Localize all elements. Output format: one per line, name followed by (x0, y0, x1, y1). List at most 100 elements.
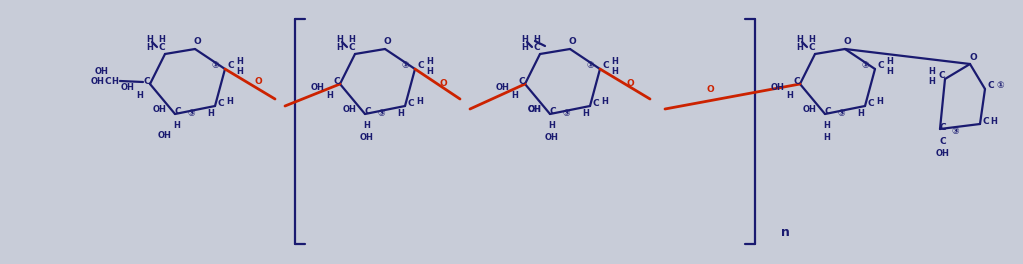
Text: C: C (825, 107, 832, 116)
Text: H: H (416, 97, 424, 106)
Text: C: C (983, 117, 989, 126)
Text: H: H (236, 56, 243, 65)
Text: O: O (384, 37, 391, 46)
Text: H: H (929, 78, 935, 87)
Text: C: C (408, 100, 414, 109)
Text: C: C (175, 107, 181, 116)
Text: C: C (794, 78, 800, 87)
Text: H: H (887, 68, 893, 77)
Text: H: H (236, 68, 243, 77)
Text: C: C (987, 82, 994, 91)
Text: ③: ③ (837, 109, 845, 117)
Text: OH: OH (771, 82, 785, 92)
Text: OH: OH (91, 78, 105, 87)
Text: ①: ① (861, 60, 869, 69)
Text: C: C (159, 43, 166, 51)
Text: OH: OH (159, 131, 172, 140)
Text: H: H (548, 121, 555, 130)
Text: H: H (226, 97, 233, 106)
Text: OH: OH (803, 105, 817, 114)
Text: C: C (940, 136, 946, 145)
Text: H: H (612, 56, 619, 65)
Text: C: C (364, 107, 371, 116)
Text: H: H (857, 110, 864, 119)
Text: O: O (969, 54, 977, 63)
Text: H: H (612, 68, 619, 77)
Text: C: C (228, 62, 234, 70)
Text: C: C (534, 43, 540, 51)
Text: OH: OH (496, 82, 509, 92)
Text: n: n (781, 225, 790, 238)
Text: C: C (592, 100, 599, 109)
Text: H: H (146, 35, 153, 44)
Text: H: H (522, 43, 529, 51)
Text: H: H (337, 35, 344, 44)
Text: H: H (824, 121, 831, 130)
Text: C: C (349, 43, 355, 51)
Text: H: H (136, 92, 143, 101)
Text: H: H (797, 43, 803, 51)
Text: O: O (843, 37, 851, 46)
Text: C: C (878, 62, 884, 70)
Text: H: H (159, 35, 166, 44)
Text: C: C (940, 122, 946, 131)
Text: OH: OH (95, 67, 108, 76)
Text: O: O (626, 79, 634, 88)
Text: O: O (439, 79, 447, 88)
Text: H: H (797, 35, 803, 44)
Text: H: H (990, 117, 997, 126)
Text: ①: ① (211, 60, 219, 69)
Text: C: C (809, 43, 815, 51)
Text: OH: OH (545, 133, 559, 142)
Text: H: H (787, 92, 794, 101)
Text: ③: ③ (187, 109, 194, 117)
Text: C: C (333, 78, 341, 87)
Text: OH: OH (936, 148, 950, 158)
Text: H: H (512, 92, 519, 101)
Text: H: H (146, 43, 153, 51)
Text: OH: OH (528, 105, 542, 114)
Text: C: C (104, 78, 112, 87)
Text: H: H (929, 67, 935, 76)
Text: ③: ③ (951, 126, 959, 135)
Text: ①: ① (586, 60, 593, 69)
Text: ③: ③ (563, 109, 570, 117)
Text: C: C (519, 78, 526, 87)
Text: H: H (208, 110, 215, 119)
Text: OH: OH (311, 82, 325, 92)
Text: C: C (939, 70, 945, 79)
Text: O: O (568, 37, 576, 46)
Text: H: H (877, 97, 884, 106)
Text: H: H (824, 133, 831, 142)
Text: ③: ③ (377, 109, 385, 117)
Text: H: H (112, 78, 119, 87)
Text: H: H (363, 121, 370, 130)
Text: C: C (218, 100, 224, 109)
Text: H: H (427, 68, 434, 77)
Text: OH: OH (360, 133, 374, 142)
Text: H: H (602, 97, 609, 106)
Text: OH: OH (528, 105, 542, 114)
Text: OH: OH (343, 105, 357, 114)
Text: OH: OH (121, 82, 135, 92)
Text: H: H (398, 110, 404, 119)
Text: H: H (174, 121, 180, 130)
Text: ①: ① (996, 82, 1004, 91)
Text: C: C (549, 107, 557, 116)
Text: H: H (582, 110, 589, 119)
Text: H: H (326, 92, 333, 101)
Text: H: H (349, 35, 355, 44)
Text: C: C (417, 62, 425, 70)
Text: H: H (808, 35, 815, 44)
Text: O: O (706, 84, 714, 93)
Text: H: H (887, 56, 893, 65)
Text: O: O (193, 37, 201, 46)
Text: ①: ① (401, 60, 409, 69)
Text: H: H (534, 35, 540, 44)
Text: OH: OH (153, 105, 167, 114)
Text: H: H (427, 56, 434, 65)
Text: C: C (868, 100, 875, 109)
Text: H: H (337, 43, 344, 51)
Text: H: H (522, 35, 529, 44)
Text: C: C (143, 78, 150, 87)
